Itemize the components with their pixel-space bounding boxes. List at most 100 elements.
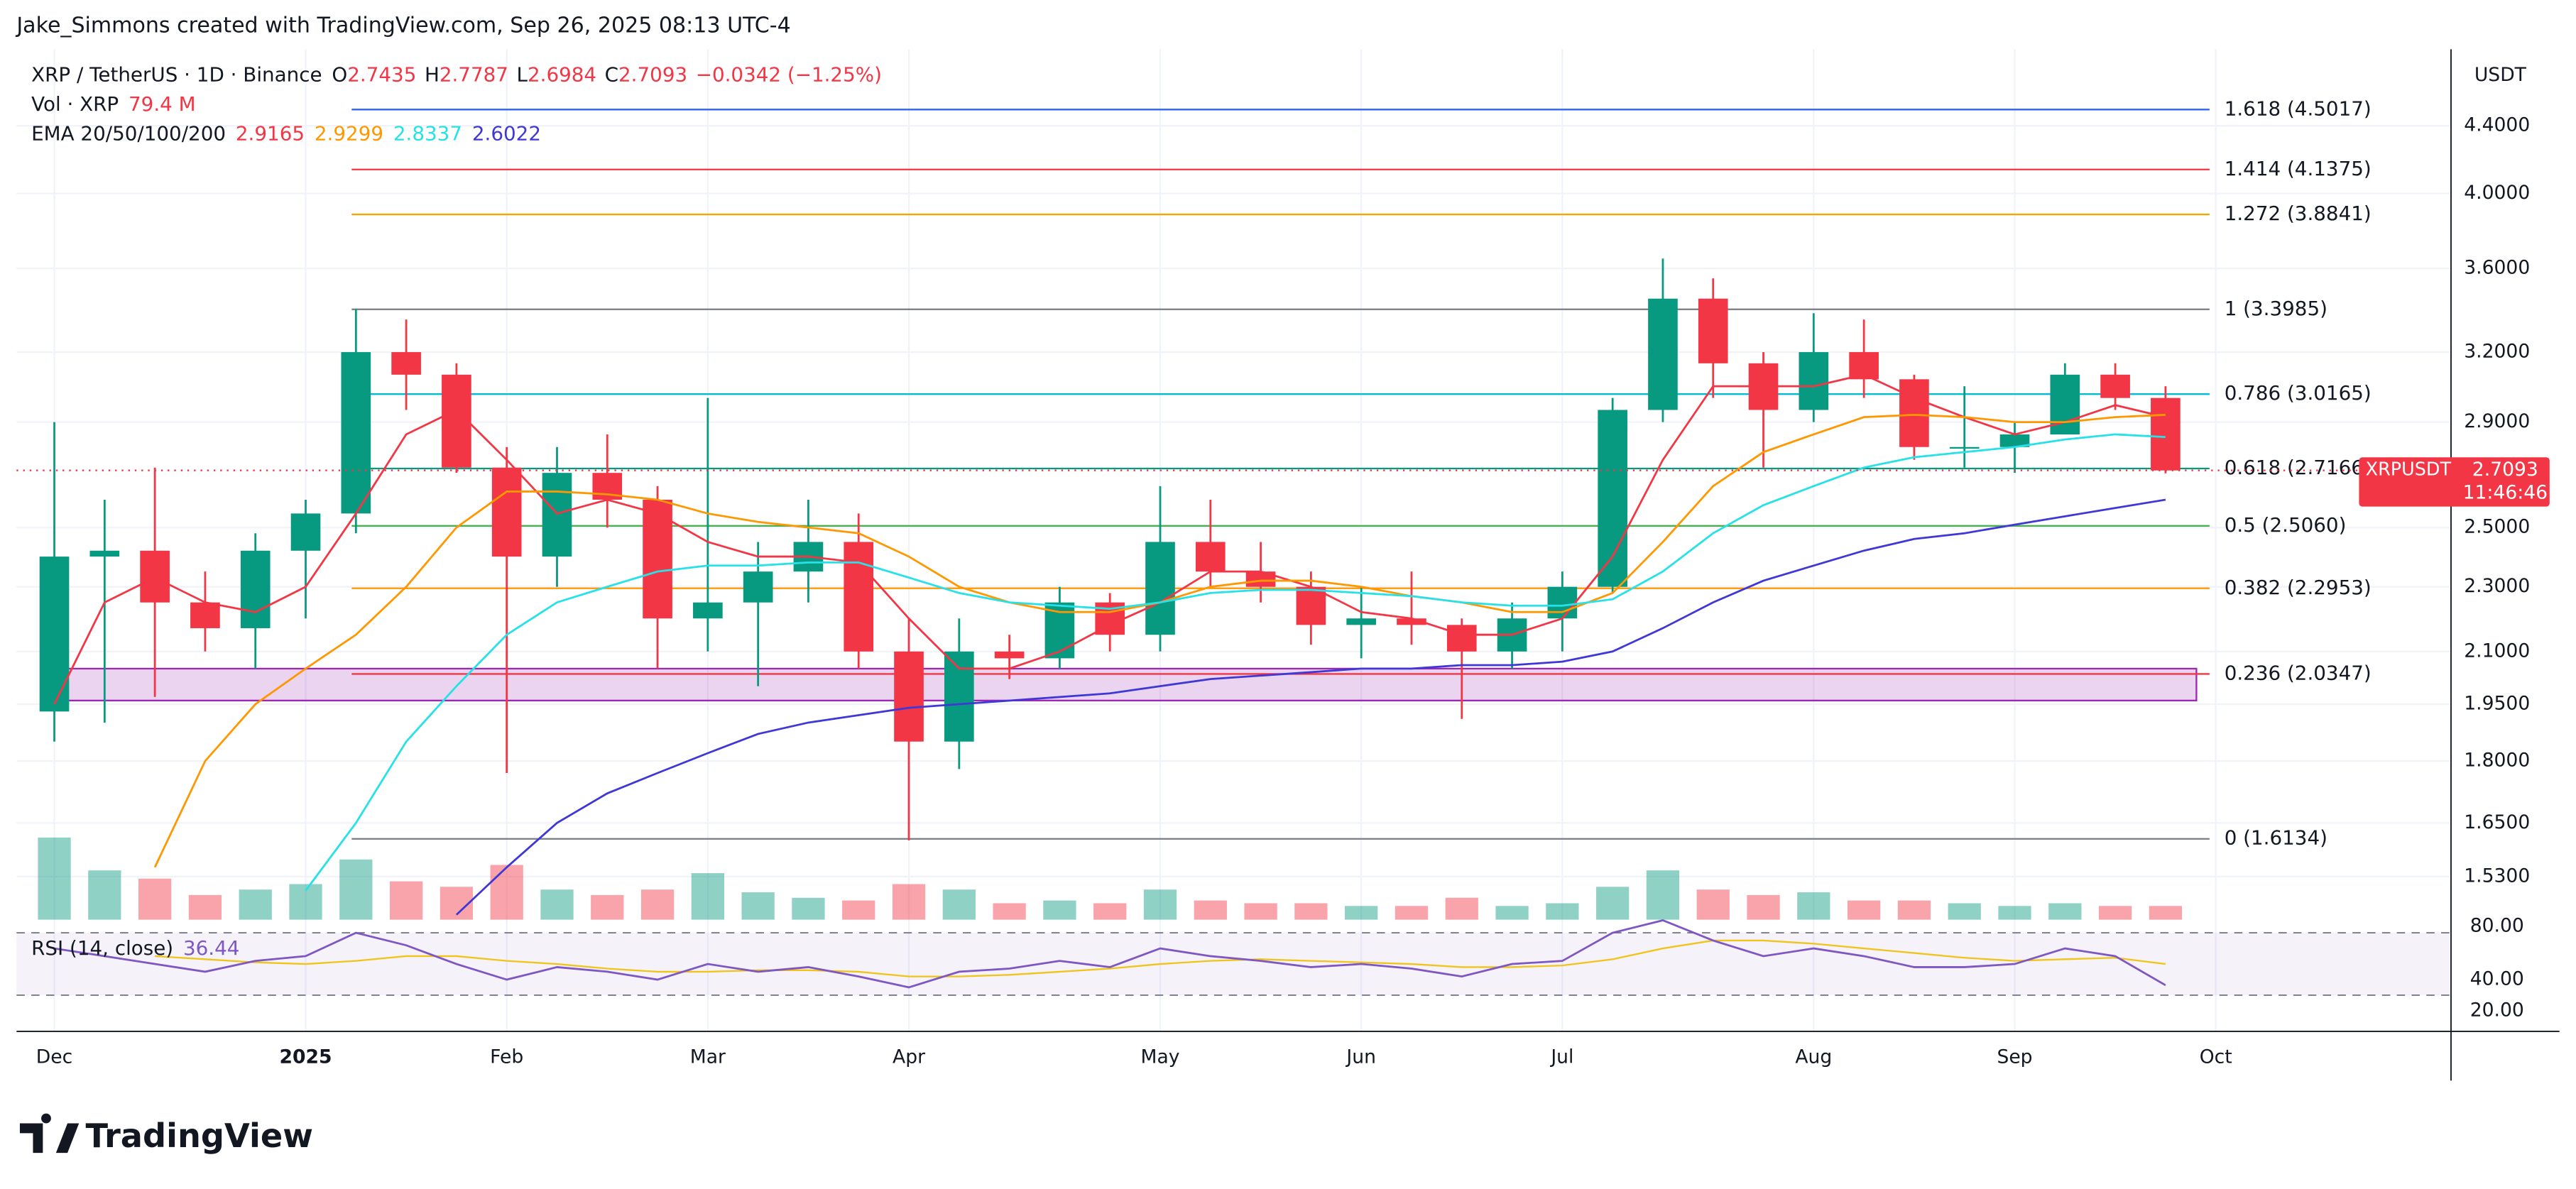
candle-body (693, 602, 723, 619)
ohlc-label: H (425, 62, 440, 86)
rsi-tick-label: 20.00 (2470, 999, 2524, 1021)
ema-line (53, 373, 2166, 705)
rsi-legend: RSI (14, close) 36.44 (31, 936, 239, 960)
rsi-ma-line (155, 939, 2166, 977)
volume-bar (239, 889, 272, 920)
fib-label: 0.618 (2.7166) (2225, 456, 2372, 479)
candle-body (743, 571, 773, 603)
rsi-title: RSI (14, close) (31, 936, 173, 960)
volume-bar (389, 881, 423, 920)
fib-label: 0 (1.6134) (2225, 826, 2327, 850)
y-tick-label: 4.0000 (2464, 182, 2530, 204)
ohlc-value: 2.7787 (440, 62, 508, 86)
y-tick-label: 2.3000 (2464, 575, 2530, 597)
candle-body (1949, 446, 1980, 449)
volume-bar (1495, 906, 1529, 920)
fib-label: 1.414 (4.1375) (2225, 157, 2372, 180)
ema-value: 2.8337 (393, 122, 462, 146)
candle-body (391, 352, 421, 375)
ohlc-value: 2.6984 (528, 62, 596, 86)
volume-bar (842, 900, 875, 920)
volume-bar (1043, 900, 1076, 920)
candle-body (190, 602, 220, 628)
candle-body (1346, 618, 1377, 625)
ohlc-label: O (332, 62, 347, 86)
y-tick-label: 3.2000 (2464, 341, 2530, 363)
x-tick-label: Feb (490, 1046, 523, 1068)
volume-bar (1294, 903, 1328, 920)
rsi-line (54, 919, 2166, 989)
change: −0.0342 (−1.25%) (696, 62, 882, 86)
volume-bar (591, 894, 624, 920)
fib-label: 0.786 (3.0165) (2225, 381, 2372, 405)
candle-body (2151, 398, 2181, 471)
fib-label: 0.5 (2.5060) (2225, 513, 2347, 537)
y-tick-label: 4.4000 (2464, 114, 2530, 136)
ema-legend: EMA 20/50/100/200 2.9165 2.9299 2.8337 2.602… (31, 122, 541, 146)
ohlc-value: 2.7093 (618, 62, 687, 86)
x-tick-label: Jun (1345, 1046, 1376, 1068)
price-tag (2359, 457, 2550, 507)
volume-bar (1797, 892, 1830, 920)
volume-bar (1897, 900, 1931, 920)
volume-bar (1747, 894, 1780, 920)
volume-bar (1646, 870, 1680, 920)
candle-body (442, 374, 471, 468)
price-tag-countdown: 11:46:46 (2463, 482, 2548, 504)
candle-body (1397, 618, 1426, 625)
ema-value: 2.9299 (315, 122, 383, 146)
candle-body (1648, 298, 1678, 410)
volume-bar (792, 897, 825, 920)
x-tick-label: Jul (1549, 1046, 1573, 1068)
volume-bar (1847, 900, 1881, 920)
ema-value: 2.9165 (236, 122, 305, 146)
candle-body (994, 651, 1025, 659)
candle-body (1899, 379, 1929, 447)
volume-bar (993, 903, 1026, 920)
x-tick-label: 2025 (279, 1046, 332, 1068)
candle-body (1145, 542, 1175, 635)
ema-line (455, 498, 2166, 916)
candle-body (894, 651, 924, 742)
ema-line (305, 433, 2166, 892)
fib-label: 1 (3.3985) (2225, 297, 2327, 320)
fib-label: 1.272 (3.8841) (2225, 202, 2372, 225)
x-tick-label: Mar (690, 1046, 726, 1068)
logo-icon (19, 1113, 80, 1154)
volume-bar (339, 859, 373, 920)
volume-bar (88, 870, 121, 920)
y-tick-label: 2.1000 (2464, 640, 2530, 662)
y-tick-label: 1.9500 (2464, 693, 2530, 715)
x-tick-label: Sep (1997, 1046, 2032, 1068)
candle-body (1446, 625, 1477, 652)
candle-body (89, 550, 120, 557)
y-tick-label: 1.6500 (2464, 811, 2530, 833)
volume-bar (1998, 906, 2031, 920)
volume-bar (1596, 887, 1630, 920)
logo: TradingView (19, 1113, 313, 1155)
volume-bar (188, 894, 222, 920)
candle-body (290, 513, 321, 551)
volume-bar (1093, 903, 1127, 920)
rsi-last: 36.44 (183, 936, 239, 960)
symbol: XRP / TetherUS · 1D · Binance (31, 62, 322, 86)
logo-text: TradingView (85, 1117, 313, 1155)
volume-bar (2098, 906, 2132, 920)
candle-body (1296, 586, 1326, 625)
x-tick-label: Oct (2200, 1046, 2232, 1068)
fib-label: 1.618 (4.5017) (2225, 97, 2372, 120)
y-tick-label: 1.8000 (2464, 750, 2530, 772)
symbol-legend: XRP / TetherUS · 1D · Binance O2.7435 H2.7… (31, 62, 882, 86)
volume-title: Vol · XRP (31, 92, 119, 116)
candle-body (1799, 352, 1829, 410)
x-tick-label: May (1141, 1046, 1180, 1068)
volume-bar (942, 889, 976, 920)
candle-body (240, 550, 271, 628)
volume-legend: Vol · XRP 79.4 M (31, 92, 195, 116)
volume-bar (38, 837, 71, 920)
volume-bar (2048, 903, 2082, 920)
candle-body (2100, 374, 2130, 398)
volume-bar (490, 865, 523, 920)
fib-label: 0.382 (2.2953) (2225, 576, 2372, 599)
volume-value: 79.4 M (129, 92, 196, 116)
